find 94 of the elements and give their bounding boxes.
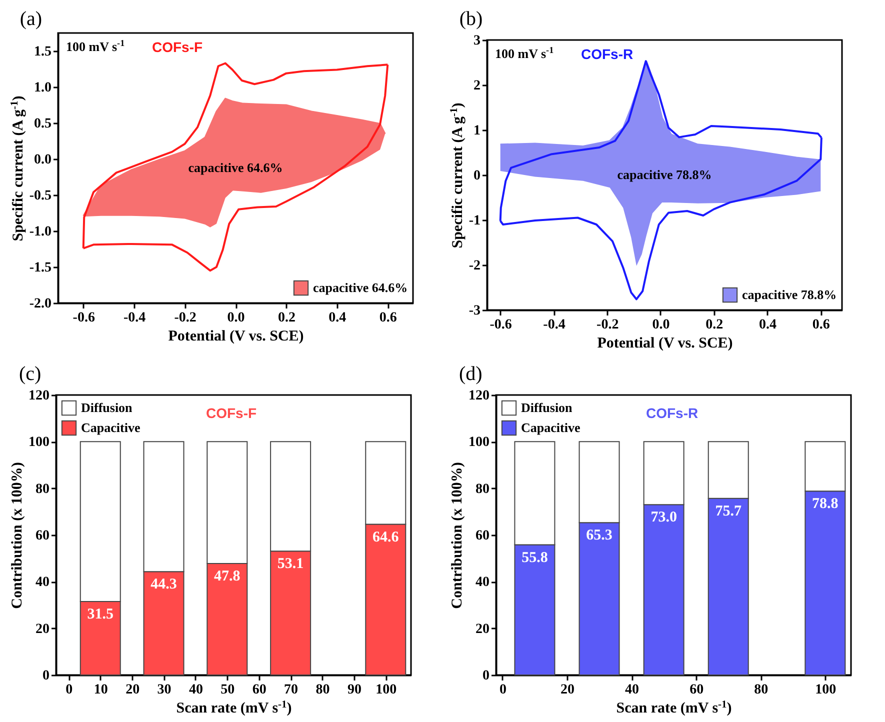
y-tick-label: 40 — [476, 575, 490, 590]
x-tick-label: -0.4 — [123, 310, 146, 326]
annotation: 100 mV s$^{-1}$ — [495, 45, 554, 61]
y-tick-label: 3 — [474, 34, 480, 48]
y-tick-label: -1 — [468, 214, 480, 228]
y-tick-label: 1.0 — [34, 80, 52, 96]
data-label: 73.0 — [650, 510, 677, 526]
x-tick-label: 80 — [316, 682, 330, 698]
x-axis-title: Scan rate (mV s$^{-1}$) — [616, 699, 732, 716]
x-tick-label: -0.2 — [596, 318, 619, 332]
y-tick-label: -2 — [468, 258, 480, 274]
y-tick-label: 100 — [468, 435, 490, 450]
x-tick-label: 60 — [252, 682, 266, 698]
legend-label: Diffusion — [521, 400, 574, 415]
chart-title: (b) — [459, 8, 483, 30]
data-label: 47.8 — [214, 568, 240, 584]
annotation: COFs-F — [206, 405, 257, 421]
x-axis-title: Potential (V vs. SCE) — [597, 336, 733, 352]
x-tick-label: 0.6 — [812, 318, 830, 332]
y-axis-title: Contribution (x 100%) — [450, 462, 466, 609]
y-tick-label: 0.5 — [34, 116, 52, 132]
y-tick-label: 20 — [476, 622, 490, 637]
chart-title: (a) — [20, 8, 42, 30]
annotation: capacitive 64.6% — [188, 160, 283, 175]
y-tick-label: 1.5 — [34, 44, 52, 60]
y-tick-label: 0 — [474, 168, 480, 184]
y-tick-label: -3 — [468, 304, 480, 318]
data-label: 53.1 — [277, 556, 304, 572]
y-tick-label: -0.5 — [29, 188, 52, 204]
x-tick-label: 0.0 — [652, 318, 670, 332]
y-tick-label: 80 — [36, 482, 50, 497]
annotation: COFs-R — [646, 405, 698, 421]
chart-title: (c) — [19, 363, 42, 385]
x-tick-label: 0.4 — [328, 310, 346, 326]
data-label: 75.7 — [715, 503, 742, 520]
y-axis-title: Contribution (x 100%) — [10, 462, 26, 609]
x-tick-label: 0.0 — [227, 310, 245, 326]
y-tick-label: -1.0 — [29, 224, 52, 240]
y-tick-label: 0 — [42, 668, 50, 684]
x-tick-label: 80 — [754, 682, 768, 698]
data-label: 55.8 — [522, 550, 548, 566]
y-tick-label: 0.0 — [34, 152, 52, 168]
x-tick-label: 40 — [625, 682, 640, 698]
y-tick-label: 60 — [476, 528, 490, 544]
y-tick-label: 100 — [28, 435, 50, 450]
x-tick-label: 10 — [94, 682, 108, 698]
x-tick-label: -0.2 — [174, 310, 196, 326]
annotation: 100 mV s$^{-1}$ — [66, 38, 126, 54]
y-tick-label: -1.5 — [29, 260, 52, 276]
y-tick-label: 20 — [36, 622, 50, 637]
y-tick-label: 2 — [474, 78, 480, 94]
y-tick-label: 120 — [468, 388, 490, 404]
x-tick-label: -0.6 — [490, 318, 512, 332]
data-label: 31.5 — [87, 606, 114, 622]
y-tick-label: 120 — [28, 388, 50, 404]
data-label: 44.3 — [150, 576, 177, 593]
legend-label: Capacitive — [521, 420, 580, 435]
x-tick-label: 30 — [157, 682, 172, 698]
chart-title: (d) — [459, 363, 482, 385]
y-tick-label: 80 — [476, 482, 490, 497]
x-tick-label: 50 — [220, 682, 235, 698]
x-tick-label: 60 — [690, 682, 704, 698]
annotation: capacitive 78.8% — [617, 167, 712, 182]
x-tick-label: 70 — [284, 682, 298, 698]
x-tick-label: 0.2 — [706, 318, 724, 332]
legend-label: capacitive 78.8% — [742, 287, 837, 302]
x-tick-label: -0.4 — [543, 318, 566, 332]
y-tick-label: 0 — [482, 668, 490, 684]
x-tick-label: 40 — [188, 682, 203, 698]
y-tick-label: 1 — [474, 124, 480, 138]
legend-label: Diffusion — [81, 400, 134, 415]
x-tick-label: 100 — [376, 682, 397, 698]
y-tick-label: 60 — [36, 528, 50, 544]
x-tick-label: 20 — [560, 682, 574, 698]
x-tick-label: 0.4 — [759, 318, 777, 332]
annotation: COFs-R — [581, 46, 634, 62]
annotation: COFs-F — [152, 39, 203, 55]
x-axis-title: Scan rate (mV s$^{-1}$) — [176, 699, 292, 716]
legend-label: Capacitive — [81, 420, 140, 435]
x-tick-label: 0.2 — [278, 310, 296, 326]
x-tick-label: 0 — [66, 682, 73, 698]
y-tick-label: -2.0 — [29, 296, 52, 312]
data-label: 65.3 — [586, 528, 612, 544]
legend-label: capacitive 64.6% — [313, 280, 408, 295]
x-tick-label: 20 — [126, 682, 140, 698]
x-tick-label: 100 — [815, 682, 836, 698]
x-tick-label: 0 — [499, 682, 506, 698]
data-label: 64.6 — [372, 529, 400, 546]
x-tick-label: 90 — [347, 682, 362, 698]
x-tick-label: 0.6 — [379, 310, 397, 326]
y-tick-label: 40 — [36, 575, 50, 590]
x-tick-label: -0.6 — [72, 310, 95, 326]
x-axis-title: Potential (V vs. SCE) — [168, 328, 304, 344]
data-label: 78.8 — [812, 496, 838, 512]
